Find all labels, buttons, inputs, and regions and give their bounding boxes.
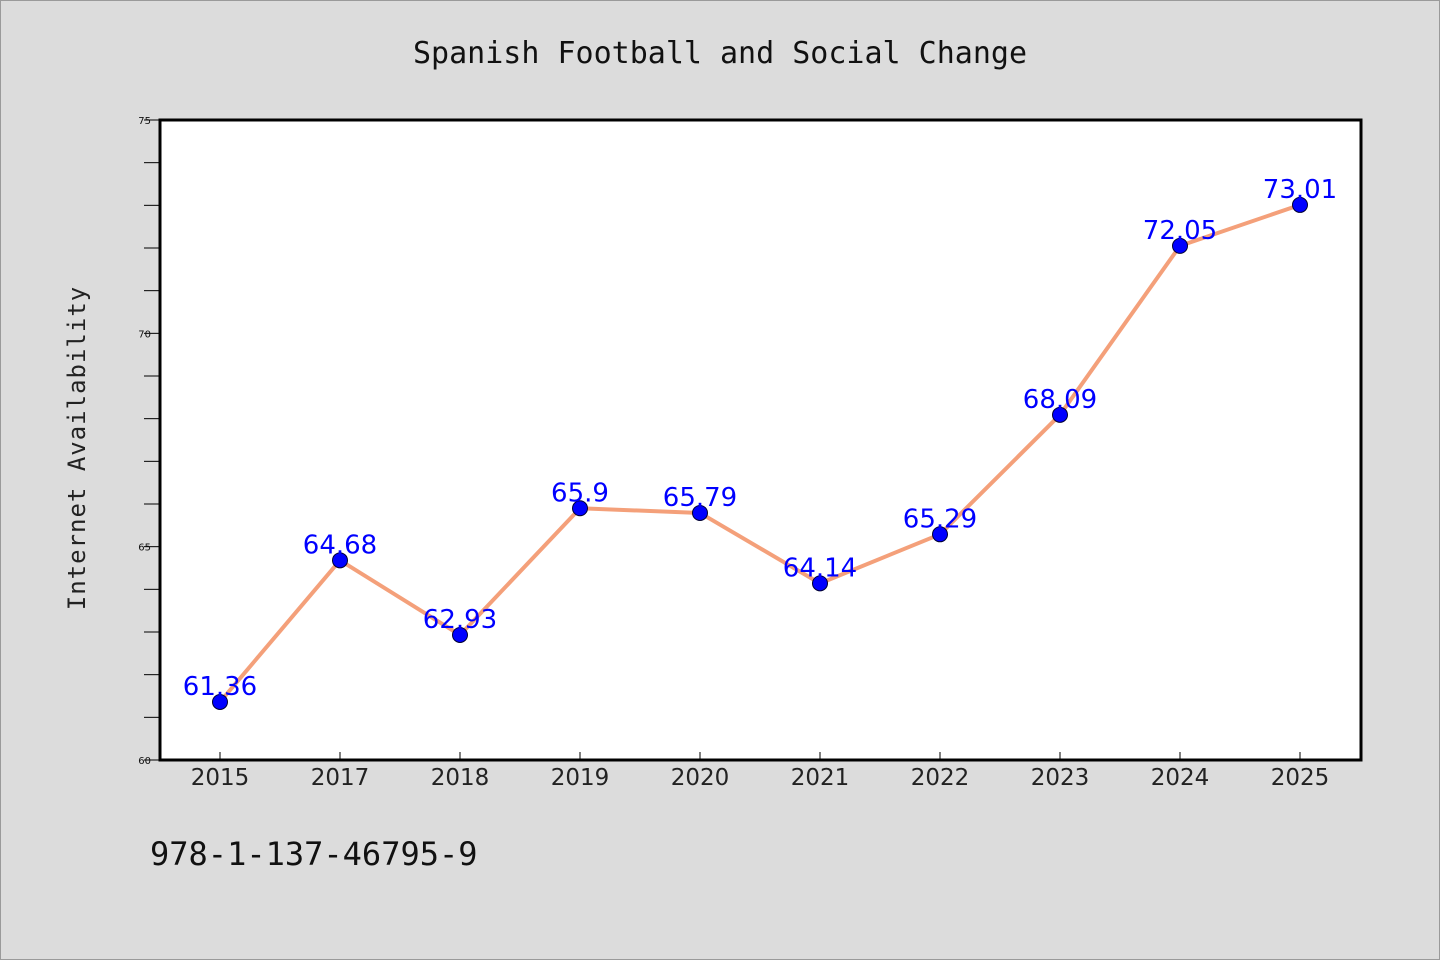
x-tick-label: 2020: [671, 765, 730, 791]
x-tick-label: 2023: [1031, 765, 1090, 791]
data-label: 64.14: [783, 553, 857, 583]
y-axis-label: Internet Availability: [63, 286, 91, 610]
series-line: [218, 202, 1302, 704]
series-group: [212, 196, 1308, 710]
isbn-code: 978-1-137-46795-9: [150, 835, 478, 873]
data-label: 62.93: [423, 605, 497, 635]
x-tick-label: 2017: [311, 765, 370, 791]
data-label: 64.68: [303, 530, 377, 560]
y-tick-label: 75: [138, 116, 151, 127]
data-label: 73.01: [1263, 175, 1337, 205]
y-tick-label: 60: [138, 756, 151, 767]
data-point: [812, 575, 828, 592]
plot-area: [158, 118, 1363, 762]
x-tick-label: 2022: [911, 765, 970, 791]
x-tick-label: 2015: [191, 765, 250, 791]
data-point: [1052, 406, 1068, 423]
y-tick-label: 70: [138, 329, 151, 340]
data-label: 68.09: [1023, 385, 1097, 415]
x-tick-label: 2025: [1271, 765, 1330, 791]
data-point: [692, 504, 708, 521]
data-label: 72.05: [1143, 216, 1217, 246]
data-point: [932, 526, 948, 543]
x-tick-label: 2019: [551, 765, 610, 791]
x-tick-label: 2018: [431, 765, 490, 791]
data-labels: 61.36 64.68 62.93 65.9 65.79 64.14 65.29 68.09 7…: [183, 175, 1337, 702]
x-axis: 2015 2017 2018 2019 2020 2021 2022 2023 2024 2025: [191, 752, 1330, 791]
x-tick-label: 2024: [1151, 765, 1210, 791]
data-point: [1172, 237, 1188, 254]
data-point: [212, 693, 228, 710]
data-point: [332, 552, 348, 569]
data-label: 65.9: [551, 478, 609, 508]
data-point: [572, 500, 588, 517]
y-axis: 60 65 70 75: [138, 116, 160, 767]
y-tick-label: 65: [138, 543, 151, 554]
chart-title: Spanish Football and Social Change: [413, 36, 1027, 71]
data-label: 61.36: [183, 672, 257, 702]
data-point: [1292, 196, 1308, 213]
x-tick-label: 2021: [791, 765, 850, 791]
data-label: 65.29: [903, 504, 977, 534]
data-label: 65.79: [663, 483, 737, 513]
data-point: [452, 626, 468, 643]
